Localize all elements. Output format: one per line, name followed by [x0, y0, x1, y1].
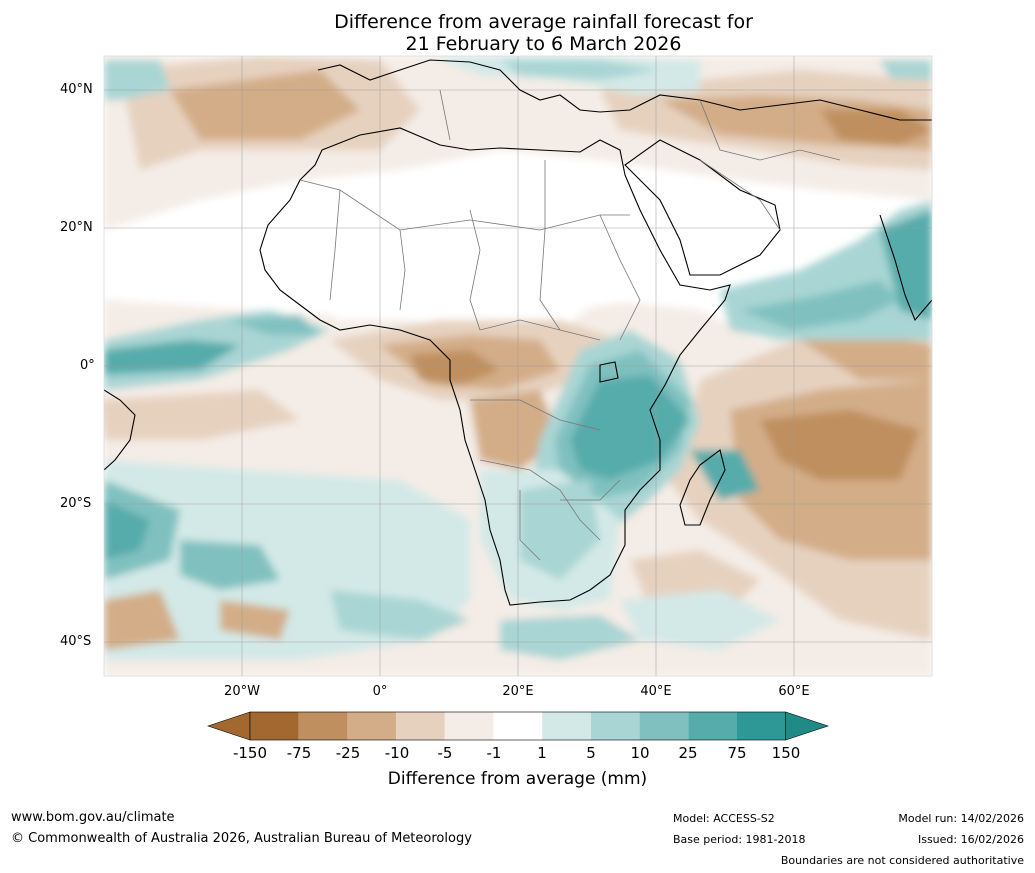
graticule	[104, 56, 932, 676]
colorbar-swatch	[688, 712, 737, 740]
colorbar-label: 5	[586, 744, 596, 762]
colorbar-label: 150	[771, 744, 801, 762]
colorbar-swatch	[493, 712, 543, 740]
colorbar-label: -5	[437, 744, 453, 762]
lat-label-40n: 40°N	[60, 82, 93, 97]
europe-coastline	[317, 59, 932, 121]
colorbar-label: 75	[727, 744, 747, 762]
country-borders	[299, 89, 841, 561]
africa-coastline	[259, 127, 731, 606]
colorbar-swatch	[298, 712, 348, 740]
footer-base-period: Base period: 1981-2018	[673, 833, 806, 846]
colorbar-swatch	[347, 712, 397, 740]
colorbar-title: Difference from average (mm)	[387, 769, 648, 789]
colorbar-swatch	[542, 712, 591, 740]
lon-label-20e: 20°E	[502, 684, 534, 699]
colorbar	[207, 711, 829, 741]
lat-label-40s: 40°S	[60, 634, 92, 649]
colorbar-label: -150	[232, 744, 268, 762]
map-frame	[103, 55, 933, 677]
map-title-line-2: 21 February to 6 March 2026	[405, 33, 682, 55]
colorbar-swatch	[250, 712, 299, 740]
map-title-line-1: Difference from average rainfall forecas…	[334, 11, 753, 33]
colorbar-label: 25	[678, 744, 698, 762]
colorbar-frame	[249, 711, 787, 741]
footer-issued: Issued: 16/02/2026	[917, 833, 1024, 846]
colorbar-label: -1	[486, 744, 502, 762]
madagascar-coastline	[679, 449, 726, 526]
colorbar-extend-low	[207, 711, 251, 741]
arabian-peninsula-coastline	[624, 139, 781, 276]
lat-label-20s: 20°S	[60, 496, 92, 511]
lon-label-0: 0°	[372, 684, 388, 699]
india-coastline	[879, 214, 932, 322]
footer-model: Model: ACCESS-S2	[673, 812, 775, 825]
footer-url[interactable]: www.bom.gov.au/climate	[11, 810, 175, 825]
lon-label-20w: 20°W	[224, 684, 260, 699]
lat-label-20n: 20°N	[60, 220, 93, 235]
lon-label-60e: 60°E	[778, 684, 810, 699]
colorbar-swatch	[737, 712, 786, 740]
lat-label-equator: 0°	[80, 358, 95, 373]
lon-label-40e: 40°E	[640, 684, 672, 699]
colorbar-label: 1	[537, 744, 547, 762]
colorbar-swatch	[639, 712, 689, 740]
colorbar-label: 10	[630, 744, 650, 762]
footer-copyright: © Commonwealth of Australia 2026, Austra…	[11, 831, 472, 846]
colorbar-extend-high	[785, 711, 829, 741]
colorbar-swatch	[396, 712, 445, 740]
colorbar-swatch	[444, 712, 494, 740]
colorbar-label: -75	[286, 744, 312, 762]
footer-disclaimer: Boundaries are not considered authoritat…	[780, 854, 1024, 867]
south-america-coastline	[104, 389, 136, 471]
colorbar-label: -25	[335, 744, 361, 762]
colorbar-swatch	[590, 712, 640, 740]
footer-model-run: Model run: 14/02/2026	[898, 812, 1024, 825]
lake-victoria-outline	[599, 361, 619, 383]
coastlines	[104, 59, 932, 606]
colorbar-label: -10	[384, 744, 410, 762]
